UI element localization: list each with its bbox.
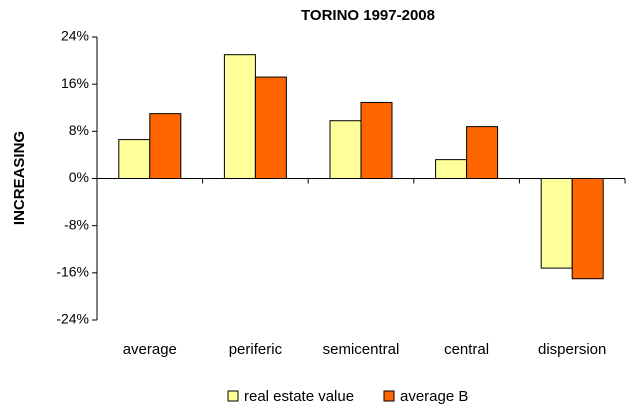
bar [540,178,573,269]
legend-swatch [227,390,239,402]
y-tick-label: 0% [69,169,89,185]
bar [223,54,256,179]
bar [254,76,287,179]
x-tick-label: average [123,341,177,358]
x-tick-label: central [444,341,489,358]
y-axis-label: INCREASING [11,131,28,225]
y-tick-label: 16% [61,75,89,91]
y-tick-label: -16% [56,264,89,280]
bar [118,139,151,179]
y-tick-label: 8% [69,122,89,138]
y-tick-label: -8% [64,216,89,232]
legend-label: average B [400,388,468,405]
y-tick-label: -24% [56,311,89,327]
x-tick-label: dispersion [538,341,606,358]
x-tick-label: semicentral [323,341,400,358]
bar [329,120,362,179]
bar [435,159,468,179]
chart-title: TORINO 1997-2008 [301,7,435,24]
legend-swatch [383,390,395,402]
bar [149,113,182,179]
legend-label: real estate value [244,388,354,405]
bar [360,101,393,179]
y-tick-label: 24% [61,28,89,44]
x-tick-label: periferic [229,341,283,358]
bar [466,126,499,180]
bar [571,178,604,280]
